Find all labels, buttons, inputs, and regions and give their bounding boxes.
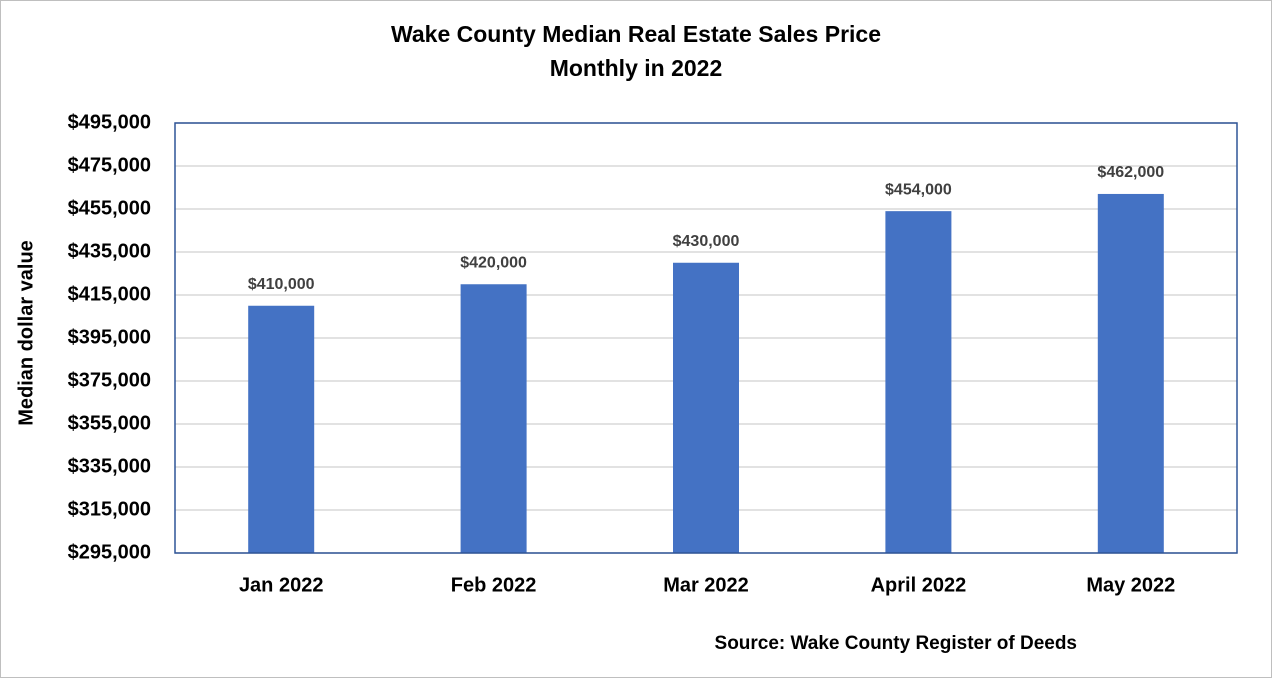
y-axis-label: Median dollar value xyxy=(15,240,37,426)
y-tick-label: $375,000 xyxy=(68,369,151,391)
value-label: $430,000 xyxy=(673,233,740,250)
x-tick-label: Mar 2022 xyxy=(663,574,749,596)
bar xyxy=(460,284,527,553)
bar xyxy=(248,305,315,553)
y-tick-label: $335,000 xyxy=(68,455,151,477)
bar xyxy=(673,262,739,553)
x-tick-label: May 2022 xyxy=(1086,574,1175,596)
y-tick-label: $495,000 xyxy=(68,111,151,133)
y-tick-label: $475,000 xyxy=(68,154,151,176)
y-tick-label: $435,000 xyxy=(68,240,151,262)
x-tick-label: April 2022 xyxy=(871,574,967,596)
chart-title: Wake County Median Real Estate Sales Pri… xyxy=(391,21,881,47)
source-note: Source: Wake County Register of Deeds xyxy=(715,633,1077,654)
y-tick-label: $415,000 xyxy=(68,283,151,305)
value-label: $454,000 xyxy=(885,181,952,198)
bar xyxy=(885,211,952,553)
value-label: $420,000 xyxy=(460,254,527,271)
y-tick-label: $315,000 xyxy=(68,498,151,520)
x-tick-label: Jan 2022 xyxy=(239,574,324,596)
value-label: $462,000 xyxy=(1097,164,1164,181)
y-tick-label: $395,000 xyxy=(68,326,151,348)
value-label: $410,000 xyxy=(248,276,315,293)
chart-subtitle: Monthly in 2022 xyxy=(550,55,723,81)
y-tick-label: $355,000 xyxy=(68,412,151,434)
bar xyxy=(1097,193,1164,553)
plot-border xyxy=(174,122,1238,554)
x-tick-label: Feb 2022 xyxy=(451,574,537,596)
y-tick-label: $295,000 xyxy=(68,541,151,563)
y-tick-label: $455,000 xyxy=(68,197,151,219)
